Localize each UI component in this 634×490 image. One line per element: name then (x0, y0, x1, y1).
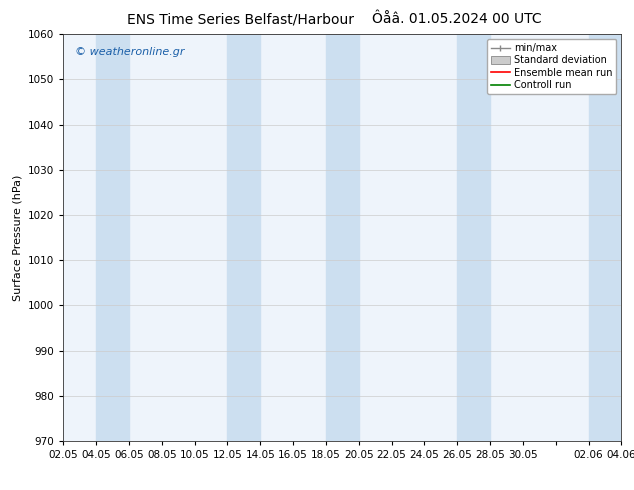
Y-axis label: Surface Pressure (hPa): Surface Pressure (hPa) (13, 174, 23, 301)
Text: ENS Time Series Belfast/Harbour: ENS Time Series Belfast/Harbour (127, 12, 354, 26)
Legend: min/max, Standard deviation, Ensemble mean run, Controll run: min/max, Standard deviation, Ensemble me… (487, 39, 616, 94)
Bar (228, 34, 261, 441)
Bar (326, 34, 359, 441)
Text: © weatheronline.gr: © weatheronline.gr (75, 47, 184, 56)
Bar (588, 34, 621, 441)
Text: Ôåâ. 01.05.2024 00 UTC: Ôåâ. 01.05.2024 00 UTC (372, 12, 541, 26)
Bar (457, 34, 490, 441)
Bar (96, 34, 129, 441)
